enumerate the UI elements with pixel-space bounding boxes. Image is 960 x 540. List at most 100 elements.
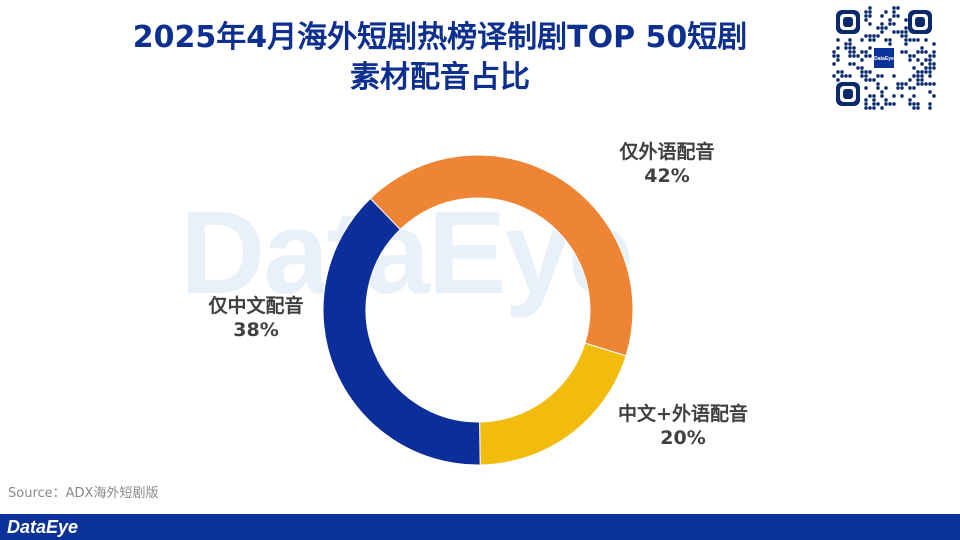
qr-module	[912, 66, 916, 70]
qr-module	[848, 54, 852, 58]
qr-module	[900, 94, 904, 98]
qr-module	[928, 82, 932, 86]
footer-bar: DataEye	[0, 514, 960, 540]
qr-module	[916, 106, 920, 110]
qr-module	[844, 42, 848, 46]
qr-module	[908, 38, 912, 42]
qr-module	[900, 34, 904, 38]
qr-module	[888, 42, 892, 46]
qr-module	[912, 74, 916, 78]
qr-module	[904, 34, 908, 38]
qr-module	[880, 30, 884, 34]
qr-module	[884, 38, 888, 42]
qr-module	[912, 106, 916, 110]
qr-module	[924, 58, 928, 62]
qr-module	[860, 66, 864, 70]
qr-module	[884, 102, 888, 106]
qr-module	[864, 18, 868, 22]
qr-module	[912, 94, 916, 98]
qr-module	[868, 54, 872, 58]
qr-module	[848, 74, 852, 78]
qr-module	[868, 46, 872, 50]
donut-slice-1	[369, 154, 634, 357]
qr-finder-bottom-left	[836, 82, 860, 106]
qr-module	[868, 22, 872, 26]
qr-module	[876, 82, 880, 86]
qr-module	[920, 62, 924, 66]
chart-title-line-1: 2025年4月海外短剧热榜译制剧TOP 50短剧	[132, 20, 748, 55]
qr-module	[868, 78, 872, 82]
qr-module	[844, 74, 848, 78]
qr-module	[856, 66, 860, 70]
qr-module	[888, 38, 892, 42]
qr-module	[848, 62, 852, 66]
qr-module	[852, 54, 856, 58]
qr-module	[868, 10, 872, 14]
qr-module	[864, 14, 868, 18]
qr-module	[896, 82, 900, 86]
qr-module	[932, 82, 936, 86]
qr-module	[868, 94, 872, 98]
qr-module	[868, 14, 872, 18]
qr-module	[876, 34, 880, 38]
qr-module	[916, 82, 920, 86]
footer-logo: DataEye	[7, 517, 79, 537]
qr-module	[864, 50, 868, 54]
qr-module	[864, 74, 868, 78]
qr-module	[920, 70, 924, 74]
source-note: Source：ADX海外短剧版	[8, 486, 159, 501]
qr-module	[928, 62, 932, 66]
qr-module	[908, 86, 912, 90]
qr-module	[832, 54, 836, 58]
qr-module	[852, 46, 856, 50]
qr-module	[868, 106, 872, 110]
qr-module	[928, 58, 932, 62]
qr-module	[924, 38, 928, 42]
qr-module	[928, 90, 932, 94]
qr-module	[928, 70, 932, 74]
qr-module	[896, 86, 900, 90]
qr-module	[864, 10, 868, 14]
qr-module	[876, 26, 880, 30]
qr-module	[888, 22, 892, 26]
qr-module	[904, 38, 908, 42]
chart-title: 2025年4月海外短剧热榜译制剧TOP 50短剧 素材配音占比	[80, 18, 800, 98]
qr-module	[928, 102, 932, 106]
slice-category-label-3: 仅中文配音	[207, 294, 303, 317]
qr-module	[876, 86, 880, 90]
qr-module	[884, 10, 888, 14]
qr-module	[904, 82, 908, 86]
qr-module	[892, 74, 896, 78]
qr-module	[924, 50, 928, 54]
slice-value-label-1: 42%	[644, 165, 689, 187]
chart-title-line-2: 素材配音占比	[350, 60, 530, 95]
qr-module	[872, 102, 876, 106]
qr-module	[860, 58, 864, 62]
qr-module	[892, 102, 896, 106]
qr-module	[920, 50, 924, 54]
qr-module	[880, 22, 884, 26]
qr-module	[920, 78, 924, 82]
qr-module	[912, 102, 916, 106]
qr-module	[880, 26, 884, 30]
qr-module	[920, 74, 924, 78]
qr-module	[916, 74, 920, 78]
qr-module	[896, 30, 900, 34]
qr-badge-text: DataEye	[874, 56, 894, 62]
qr-module	[932, 42, 936, 46]
qr-module	[836, 54, 840, 58]
qr-module	[868, 38, 872, 42]
qr-module	[928, 106, 932, 110]
qr-module	[892, 6, 896, 10]
qr-module	[892, 14, 896, 18]
qr-module	[832, 62, 836, 66]
qr-module	[932, 50, 936, 54]
qr-module	[892, 22, 896, 26]
qr-module	[920, 82, 924, 86]
qr-module	[932, 94, 936, 98]
qr-module	[864, 54, 868, 58]
qr-module	[844, 46, 848, 50]
qr-module	[872, 106, 876, 110]
qr-module	[908, 102, 912, 106]
